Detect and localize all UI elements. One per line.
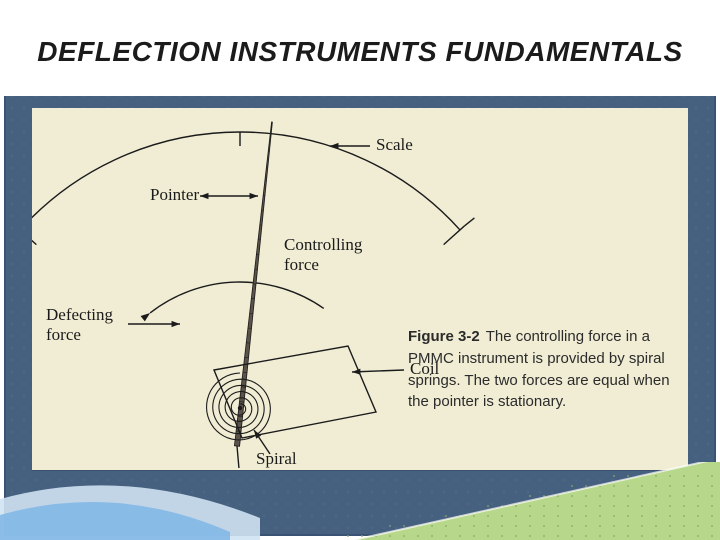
svg-text:Pointer: Pointer <box>150 185 199 204</box>
page-title: DEFLECTION INSTRUMENTS FUNDAMENTALS <box>37 36 682 67</box>
svg-text:Scale: Scale <box>376 135 413 154</box>
diagram-svg: ScalePointerControllingforceDefectingfor… <box>32 108 688 470</box>
svg-text:Defecting: Defecting <box>46 305 114 324</box>
svg-text:force: force <box>46 325 81 344</box>
svg-text:Controlling: Controlling <box>284 235 363 254</box>
title-bar: DEFLECTION INSTRUMENTS FUNDAMENTALS <box>0 0 720 96</box>
svg-text:Spiral: Spiral <box>256 449 297 468</box>
figure-caption: Figure 3-2The controlling force in a PMM… <box>408 326 670 413</box>
svg-text:spring: spring <box>256 469 299 470</box>
figure-panel: ScalePointerControllingforceDefectingfor… <box>32 108 688 470</box>
svg-text:force: force <box>284 255 319 274</box>
figure-number: Figure 3-2 <box>408 328 480 345</box>
